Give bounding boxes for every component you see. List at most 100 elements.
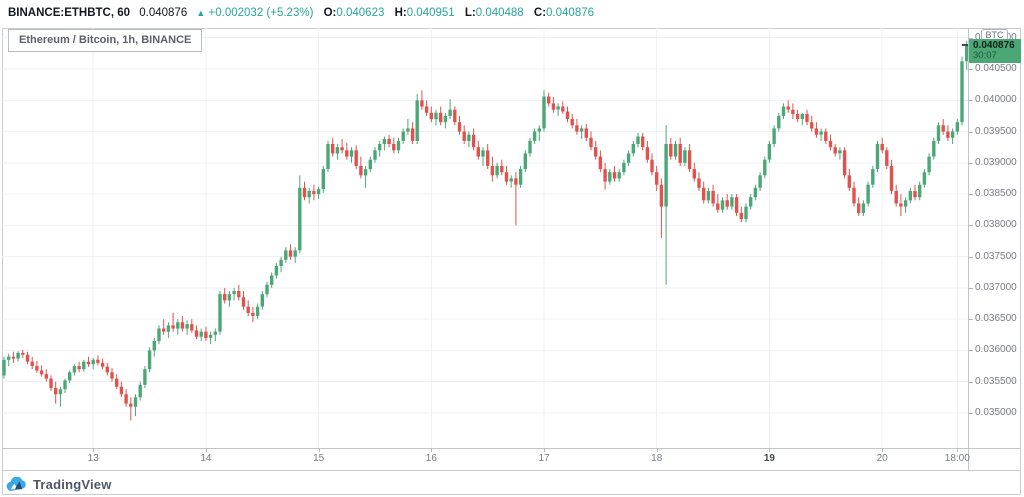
- tradingview-cloud-icon: [6, 476, 26, 491]
- time-label: 15: [313, 453, 325, 464]
- candle-body: [885, 150, 889, 166]
- candle-body: [185, 324, 189, 329]
- candle-body: [392, 144, 396, 151]
- legend[interactable]: Ethereum / Bitcoin, 1h, BINANCE: [8, 29, 203, 52]
- candle-body: [612, 172, 617, 179]
- candle-body: [312, 191, 316, 195]
- candle-body: [321, 169, 325, 190]
- candle-body: [603, 169, 607, 182]
- time-label: 17: [538, 453, 550, 464]
- candle-body: [777, 115, 781, 129]
- price-tick-mark: [968, 319, 973, 321]
- candlestick-chart[interactable]: [2, 28, 968, 448]
- price-tick-mark: [968, 225, 973, 227]
- candle-body: [124, 394, 128, 404]
- candle-body: [711, 191, 715, 204]
- candle-body: [678, 144, 682, 163]
- candle-body: [805, 114, 809, 123]
- candle-body: [903, 200, 908, 207]
- candle-body: [410, 128, 415, 141]
- candle-body: [551, 103, 556, 110]
- candle-body: [880, 144, 884, 151]
- symbol-ohlc-bar: BINANCE:ETHBTC, 60 0.040876 ▲ +0.002032 …: [8, 0, 594, 27]
- candle-body: [814, 128, 819, 135]
- candle-body: [504, 172, 509, 182]
- candle-body: [664, 144, 668, 207]
- price-tick-mark: [968, 350, 973, 352]
- candle-body: [199, 331, 203, 337]
- candle-body: [176, 322, 180, 329]
- candle-body: [626, 153, 631, 163]
- candle-body: [105, 366, 109, 373]
- candle-body: [241, 297, 246, 307]
- candle-body: [401, 131, 405, 141]
- candle-body: [119, 386, 124, 395]
- candle-body: [913, 191, 917, 198]
- price-tick-mark: [968, 37, 973, 39]
- candle-body: [443, 115, 448, 123]
- candle-body: [147, 350, 152, 370]
- candle-body: [434, 112, 438, 120]
- candle-body: [157, 328, 161, 341]
- candle-body: [697, 178, 701, 188]
- candle-body: [138, 384, 142, 398]
- candle-body: [232, 291, 236, 295]
- candle-body: [861, 203, 866, 213]
- candle-body: [608, 172, 612, 182]
- candle-body: [673, 144, 678, 157]
- candle-body: [725, 200, 729, 207]
- candle-body: [800, 114, 804, 119]
- candle-body: [302, 187, 307, 198]
- candle-body: [622, 162, 626, 173]
- symbol-text[interactable]: BINANCE:ETHBTC, 60: [8, 7, 131, 19]
- candle-body: [326, 144, 330, 169]
- candle-body: [284, 250, 288, 260]
- candle-body: [922, 172, 927, 185]
- candle-body: [255, 306, 260, 317]
- time-tick-mark: [93, 448, 95, 452]
- candle-body: [739, 212, 743, 220]
- price-tick-mark: [968, 131, 973, 133]
- candle-body: [467, 134, 471, 141]
- candle-body: [650, 159, 654, 173]
- candle-body: [819, 131, 823, 135]
- tradingview-logo-link[interactable]: TradingView: [6, 474, 112, 494]
- candle-body: [462, 131, 466, 141]
- candle-body: [208, 334, 213, 338]
- price-tick-label: 0.035000: [975, 406, 1017, 418]
- candle-body: [349, 150, 354, 157]
- candle-body: [965, 45, 968, 62]
- candle-body: [936, 125, 941, 141]
- candle-body: [570, 119, 574, 126]
- candle-body: [265, 284, 269, 295]
- candle-body: [847, 175, 851, 188]
- candle-body: [842, 150, 847, 176]
- candle-body: [824, 131, 828, 141]
- price-tick-mark: [968, 256, 973, 258]
- price-tick-mark: [968, 412, 973, 414]
- candle-body: [481, 150, 485, 157]
- candle-body: [565, 111, 570, 119]
- ohlc-close: C:0.040876: [533, 7, 595, 19]
- candle-body: [11, 356, 16, 359]
- footer-separator: [2, 470, 1021, 471]
- candle-body: [227, 294, 232, 301]
- candle-body: [110, 372, 114, 379]
- candle-body: [415, 100, 419, 141]
- candle-body: [687, 150, 692, 170]
- candle-body: [941, 125, 945, 132]
- price-tick-mark: [968, 381, 973, 383]
- price-tick-label: 0.039000: [975, 156, 1017, 168]
- candle-body: [251, 312, 255, 316]
- time-label: 13: [87, 453, 99, 464]
- legend-text: Ethereum / Bitcoin, 1h, BINANCE: [19, 34, 192, 46]
- last-price: 0.040876: [139, 7, 188, 19]
- candle-body: [223, 294, 227, 301]
- candle-body: [288, 250, 293, 257]
- candle-body: [96, 359, 100, 363]
- candle-body: [213, 331, 217, 335]
- time-tick-mark: [318, 448, 320, 452]
- candle-body: [706, 191, 711, 201]
- candle-body: [279, 259, 283, 266]
